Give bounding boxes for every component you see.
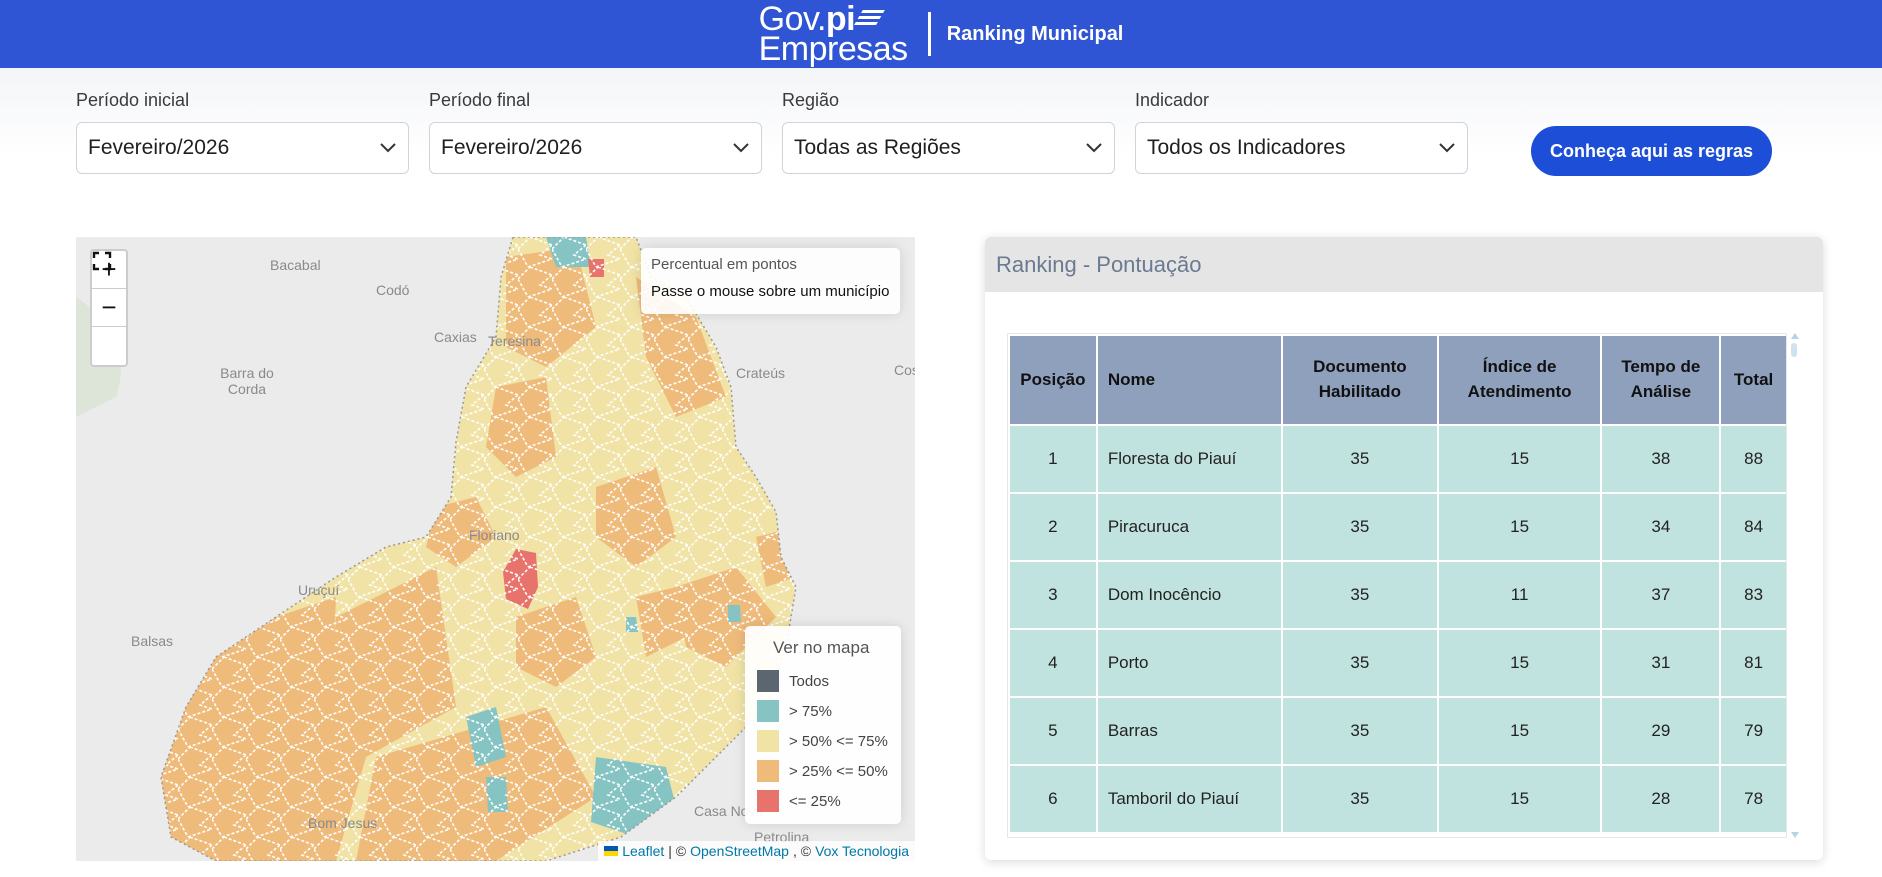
regiao-select[interactable]: Todas as Regiões bbox=[782, 122, 1115, 174]
filter-label: Período final bbox=[429, 90, 531, 110]
place-label: Balsas bbox=[131, 633, 174, 649]
periodo-inicial-select[interactable]: Fevereiro/2026 bbox=[76, 122, 409, 174]
zoom-out-button[interactable]: − bbox=[92, 289, 126, 327]
legend-item-25-50[interactable]: > 25% <= 50% bbox=[757, 756, 889, 786]
legend-title: Ver no mapa bbox=[773, 638, 870, 657]
chevron-down-icon bbox=[733, 143, 749, 153]
chevron-down-icon bbox=[1439, 143, 1455, 153]
legend-item-todos[interactable]: Todos bbox=[757, 666, 889, 696]
column-header-posicao[interactable]: Posição bbox=[1008, 334, 1098, 426]
ranking-panel: Ranking - Pontuação Posição Nome Documen… bbox=[985, 237, 1823, 860]
brand[interactable]: Gov. pi Empresas Ranking Municipal bbox=[759, 2, 1124, 66]
scroll-down-arrow-icon[interactable] bbox=[1791, 832, 1799, 838]
table-row[interactable]: 2 Piracuruca 35 15 34 84 bbox=[1008, 492, 1786, 562]
chevron-down-icon bbox=[380, 143, 396, 153]
column-header-total[interactable]: Total bbox=[1719, 334, 1786, 426]
leaflet-link[interactable]: Leaflet bbox=[622, 843, 665, 859]
place-label: Uruçuí bbox=[298, 582, 340, 598]
page-title: Ranking Municipal bbox=[946, 22, 1124, 45]
table-row[interactable]: 1 Floresta do Piauí 35 15 38 88 bbox=[1008, 424, 1786, 494]
place-label: Caxias bbox=[434, 329, 477, 345]
filter-regiao: Região Todas as Regiões bbox=[782, 90, 1115, 174]
select-value: Fevereiro/2026 bbox=[88, 136, 230, 159]
chevron-down-icon bbox=[1086, 143, 1102, 153]
scroll-up-arrow-icon[interactable] bbox=[1791, 333, 1799, 339]
column-header-documento[interactable]: Documento Habilitado bbox=[1280, 334, 1439, 426]
info-title: Percentual em pontos bbox=[651, 256, 797, 273]
ranking-title: Ranking - Pontuação bbox=[985, 237, 1823, 292]
place-label: Teresina bbox=[488, 333, 541, 349]
filter-indicador: Indicador Todos os Indicadores bbox=[1135, 90, 1468, 174]
legend-item-gt75[interactable]: > 75% bbox=[757, 696, 889, 726]
column-header-nome[interactable]: Nome bbox=[1095, 334, 1283, 426]
place-label: Crateús bbox=[736, 365, 786, 381]
filter-periodo-inicial: Período inicial Fevereiro/2026 bbox=[76, 90, 409, 174]
filter-label: Período inicial bbox=[76, 90, 190, 110]
fullscreen-button[interactable] bbox=[92, 251, 126, 365]
ranking-table-container[interactable]: Posição Nome Documento Habilitado Índice… bbox=[1007, 333, 1787, 838]
table-row[interactable]: 3 Dom Inocêncio 35 11 37 83 bbox=[1008, 560, 1786, 630]
place-label: Floriano bbox=[469, 527, 520, 543]
place-label: Codó bbox=[376, 282, 410, 298]
column-header-tempo[interactable]: Tempo de Análise bbox=[1600, 334, 1722, 426]
legend-swatch bbox=[757, 700, 779, 722]
legend-swatch bbox=[757, 790, 779, 812]
choropleth-map[interactable]: Bacabal Codó Caxias Teresina Barra do Co… bbox=[76, 237, 915, 861]
table-row[interactable]: 4 Porto 35 15 31 81 bbox=[1008, 628, 1786, 698]
brand-separator bbox=[927, 12, 931, 56]
govpi-empresas-logo: Gov. pi Empresas bbox=[758, 0, 909, 68]
top-header: Gov. pi Empresas Ranking Municipal bbox=[0, 0, 1882, 68]
periodo-final-select[interactable]: Fevereiro/2026 bbox=[429, 122, 762, 174]
table-header-row: Posição Nome Documento Habilitado Índice… bbox=[1008, 334, 1786, 426]
openstreetmap-link[interactable]: OpenStreetMap bbox=[690, 843, 789, 859]
place-label: Bacabal bbox=[270, 257, 321, 273]
map-legend: Ver no mapa Todos > 75% > 50% <= 75% > 2… bbox=[745, 626, 901, 824]
place-label: Coss bbox=[894, 362, 915, 378]
legend-swatch bbox=[757, 670, 779, 692]
vox-tecnologia-link[interactable]: Vox Tecnologia bbox=[815, 843, 909, 859]
select-value: Todas as Regiões bbox=[794, 136, 961, 159]
scroll-thumb[interactable] bbox=[1791, 343, 1797, 357]
select-value: Fevereiro/2026 bbox=[441, 136, 583, 159]
place-label: Barra do Corda bbox=[220, 365, 274, 397]
table-scrollbar[interactable] bbox=[1789, 333, 1799, 838]
logo-stripes-icon bbox=[851, 10, 885, 30]
legend-swatch bbox=[757, 730, 779, 752]
place-label: Bom Jesus bbox=[308, 815, 378, 831]
map-zoom-control: + − bbox=[90, 249, 128, 367]
legend-item-50-75[interactable]: > 50% <= 75% bbox=[757, 726, 889, 756]
ranking-table: Posição Nome Documento Habilitado Índice… bbox=[1008, 334, 1786, 834]
filters-bar: Período inicial Fevereiro/2026 Período f… bbox=[76, 90, 1468, 174]
legend-item-le25[interactable]: <= 25% bbox=[757, 786, 889, 816]
table-row[interactable]: 6 Tamboril do Piauí 35 15 28 78 bbox=[1008, 764, 1786, 834]
select-value: Todos os Indicadores bbox=[1147, 136, 1346, 159]
column-header-indice[interactable]: Índice de Atendimento bbox=[1436, 334, 1603, 426]
rules-button[interactable]: Conheça aqui as regras bbox=[1531, 126, 1772, 176]
indicador-select[interactable]: Todos os Indicadores bbox=[1135, 122, 1468, 174]
map-attribution: Leaflet | © OpenStreetMap , © Vox Tecnol… bbox=[598, 841, 915, 861]
legend-swatch bbox=[757, 760, 779, 782]
map-info-box: Percentual em pontos Passe o mouse sobre… bbox=[641, 248, 900, 314]
filter-label: Região bbox=[782, 90, 840, 110]
table-row[interactable]: 5 Barras 35 15 29 79 bbox=[1008, 696, 1786, 766]
fullscreen-icon bbox=[92, 251, 112, 271]
ukraine-flag-icon bbox=[604, 846, 619, 856]
filter-periodo-final: Período final Fevereiro/2026 bbox=[429, 90, 762, 174]
filter-label: Indicador bbox=[1135, 90, 1210, 110]
info-text: Passe o mouse sobre um município bbox=[651, 283, 890, 300]
